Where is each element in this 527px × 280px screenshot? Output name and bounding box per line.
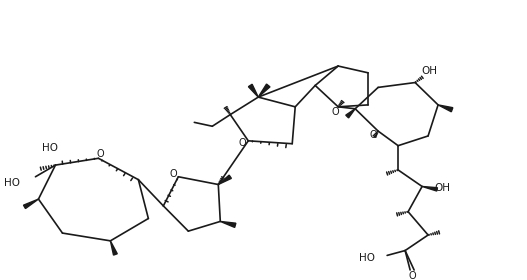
- Text: OH: OH: [434, 183, 450, 193]
- Text: O: O: [96, 150, 104, 159]
- Polygon shape: [258, 84, 270, 97]
- Text: O: O: [408, 271, 416, 280]
- Text: O: O: [238, 138, 246, 148]
- Polygon shape: [110, 241, 118, 255]
- Polygon shape: [218, 175, 231, 185]
- Text: O: O: [170, 169, 177, 179]
- Text: HO: HO: [5, 178, 21, 188]
- Polygon shape: [346, 109, 355, 118]
- Text: HO: HO: [43, 143, 58, 153]
- Text: O: O: [369, 130, 377, 140]
- Polygon shape: [248, 84, 258, 97]
- Polygon shape: [422, 186, 437, 191]
- Polygon shape: [24, 199, 38, 209]
- Text: OH: OH: [421, 66, 437, 76]
- Text: O: O: [331, 107, 339, 117]
- Polygon shape: [220, 221, 236, 227]
- Text: HO: HO: [359, 253, 375, 263]
- Polygon shape: [438, 105, 453, 112]
